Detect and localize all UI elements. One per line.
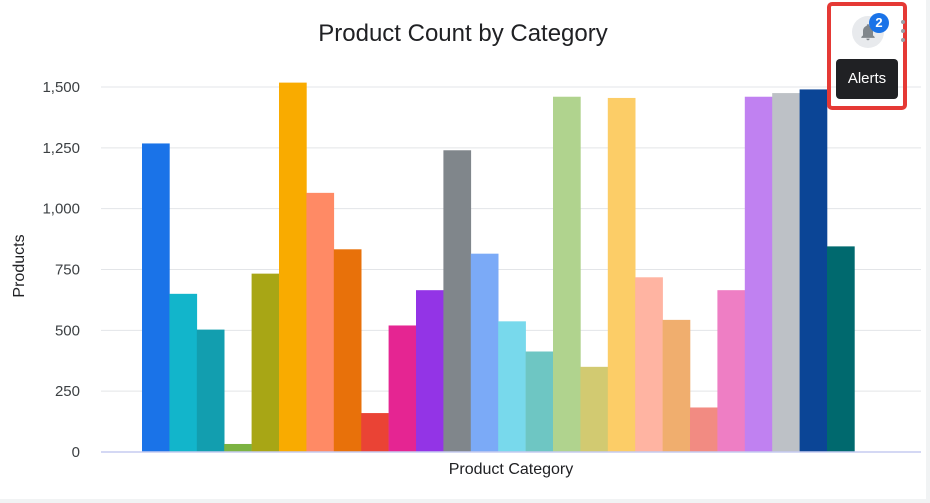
bar[interactable] [224,443,252,452]
y-tick-label: 750 [55,262,80,279]
y-tick-label: 1,000 [42,201,80,218]
bar[interactable] [717,290,746,452]
bar[interactable] [169,293,198,452]
y-tick-label: 500 [55,322,80,339]
bar[interactable] [827,246,855,452]
y-tick-label: 1,500 [42,79,80,96]
alerts-count-badge: 2 [869,13,889,33]
chart-title: Product Count by Category [318,20,608,47]
bar[interactable] [416,290,444,452]
more-vert-dot [901,29,905,33]
more-vert-icon [901,20,905,24]
bar[interactable] [361,413,389,452]
y-tick-label: 1,250 [42,140,80,157]
alerts-highlight-box [827,2,907,110]
bar[interactable] [279,82,307,453]
bar[interactable] [333,249,362,452]
bar[interactable] [306,192,335,452]
bar[interactable] [580,366,609,452]
bar[interactable] [470,253,499,452]
bar[interactable] [690,407,718,452]
more-vert-dot [901,38,905,42]
bar[interactable] [525,351,554,453]
bar[interactable] [196,329,225,452]
bar[interactable] [142,143,170,452]
bar[interactable] [635,277,663,452]
x-axis-title: Product Category [449,461,574,478]
bar[interactable] [744,96,773,452]
bar[interactable] [251,273,280,452]
y-tick-label: 0 [72,444,80,461]
alerts-tooltip: Alerts [836,59,898,99]
bar[interactable] [772,93,800,452]
bar[interactable] [799,89,828,453]
bar[interactable] [607,97,636,452]
more-options-button[interactable] [898,20,908,42]
y-tick-label: 250 [55,383,80,400]
bar[interactable] [498,321,526,452]
bar[interactable] [662,319,691,452]
bar[interactable] [443,150,472,452]
y-axis-ticks: 0 250 500 750 1,000 1,250 1,500 [42,79,80,461]
y-axis-title: Products [11,234,28,297]
bars [142,82,855,453]
bar[interactable] [388,325,417,452]
bar[interactable] [553,96,581,452]
